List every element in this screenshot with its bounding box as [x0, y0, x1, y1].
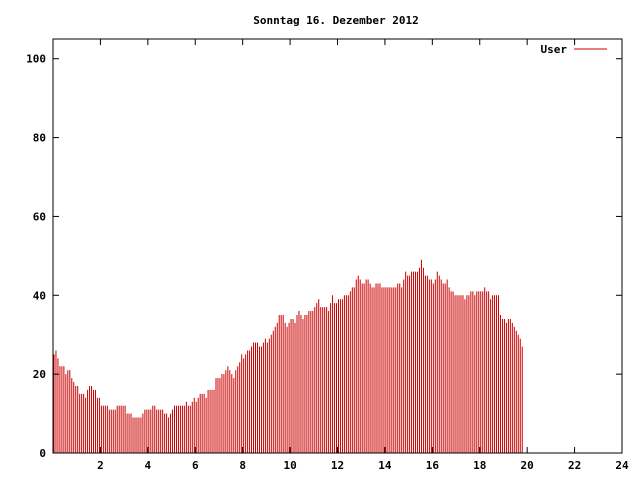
y-tick-label: 40 [33, 289, 46, 302]
x-tick-label: 22 [568, 459, 581, 472]
y-tick-label: 0 [39, 447, 46, 460]
x-tick-label: 20 [521, 459, 534, 472]
y-tick-label: 80 [33, 132, 46, 145]
x-tick-label: 8 [239, 459, 246, 472]
x-tick-label: 18 [473, 459, 486, 472]
legend: User [541, 43, 607, 56]
x-tick-label: 24 [615, 459, 629, 472]
x-tick-label: 2 [97, 459, 104, 472]
bar-series [53, 259, 523, 453]
y-tick-label: 20 [33, 368, 46, 381]
x-tick-label: 16 [426, 459, 440, 472]
x-tick-label: 4 [145, 459, 152, 472]
legend-label: User [541, 43, 568, 56]
y-tick-label: 100 [26, 53, 46, 66]
x-tick-label: 6 [192, 459, 199, 472]
x-tick-label: 14 [378, 459, 392, 472]
x-tick-label: 10 [283, 459, 296, 472]
y-tick-label: 60 [33, 210, 46, 223]
x-tick-label: 12 [331, 459, 344, 472]
chart-title: Sonntag 16. Dezember 2012 [253, 14, 419, 27]
